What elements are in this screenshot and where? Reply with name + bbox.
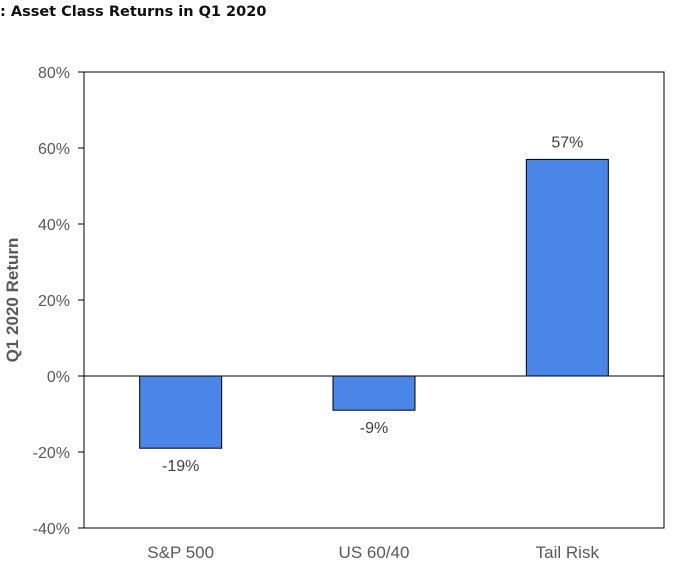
chart-title: : Asset Class Returns in Q1 2020 (0, 4, 267, 20)
y-tick-label: -20% (33, 445, 70, 462)
data-label: 57% (551, 134, 583, 151)
y-tick-label: -40% (33, 521, 70, 538)
y-axis-ticks: 80% 60% 40% 20% 0% -20% -40% (33, 65, 84, 538)
x-category-label: Tail Risk (536, 543, 600, 562)
y-axis-label: Q1 2020 Return (3, 238, 22, 363)
bar (525, 158, 609, 377)
data-label: -9% (360, 420, 388, 437)
y-tick-label: 0% (47, 369, 70, 386)
bar (139, 375, 223, 449)
x-category-label: US 60/40 (339, 543, 410, 562)
y-tick-label: 20% (38, 293, 70, 310)
bar-series (139, 158, 609, 449)
data-label: -19% (162, 458, 199, 475)
x-category-label: S&P 500 (147, 543, 214, 562)
data-labels: -19% -9% 57% (162, 134, 583, 475)
y-tick-label: 40% (38, 217, 70, 234)
y-tick-label: 80% (38, 65, 70, 82)
y-tick-label: 60% (38, 141, 70, 158)
x-axis-categories: S&P 500 US 60/40 Tail Risk (147, 543, 599, 562)
bar (332, 375, 416, 411)
